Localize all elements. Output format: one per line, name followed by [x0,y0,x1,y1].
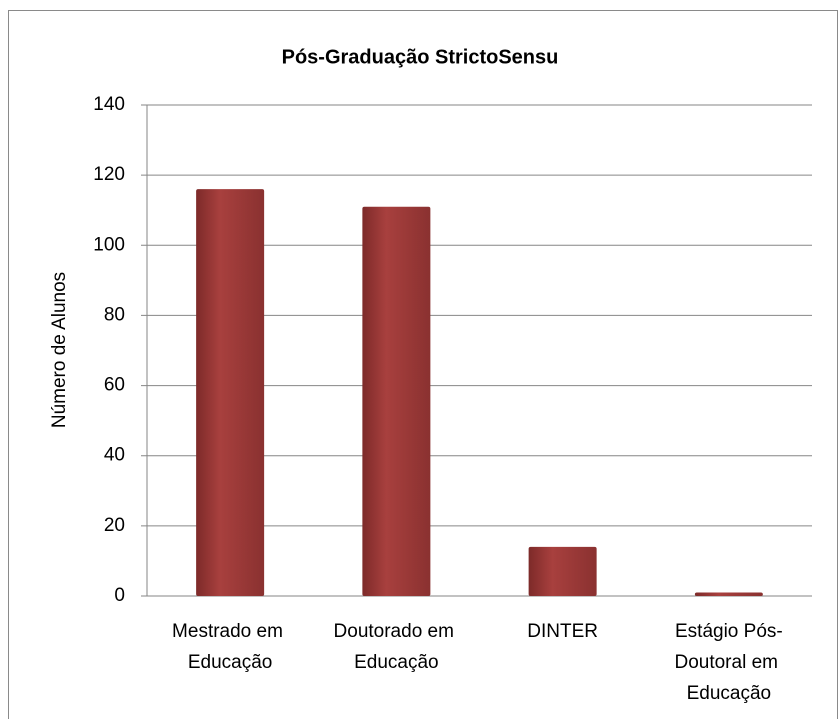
x-tick-label: Mestrado em Educação [172,621,288,673]
bar [362,206,431,596]
y-axis-label: Número de Alunos [49,272,70,428]
y-tick-label: 100 [93,234,125,255]
y-tick-label: 120 [93,164,125,185]
y-tick-label: 40 [104,445,125,466]
x-tick-label: Doutorado em Educação [334,621,460,673]
bar [528,546,597,596]
y-tick-label: 80 [104,304,125,325]
y-tick-label: 60 [104,375,125,396]
bar [196,189,265,596]
x-tick-label: DINTER [527,621,598,642]
y-tick-label: 0 [114,585,125,606]
y-tick-label: 20 [104,515,125,536]
y-tick-label: 140 [93,94,125,115]
chart-title: Pós-Graduação StrictoSensu [282,46,559,68]
bar [694,592,763,596]
x-tick-label: Estágio Pós-Doutoral em Educação [674,621,783,704]
